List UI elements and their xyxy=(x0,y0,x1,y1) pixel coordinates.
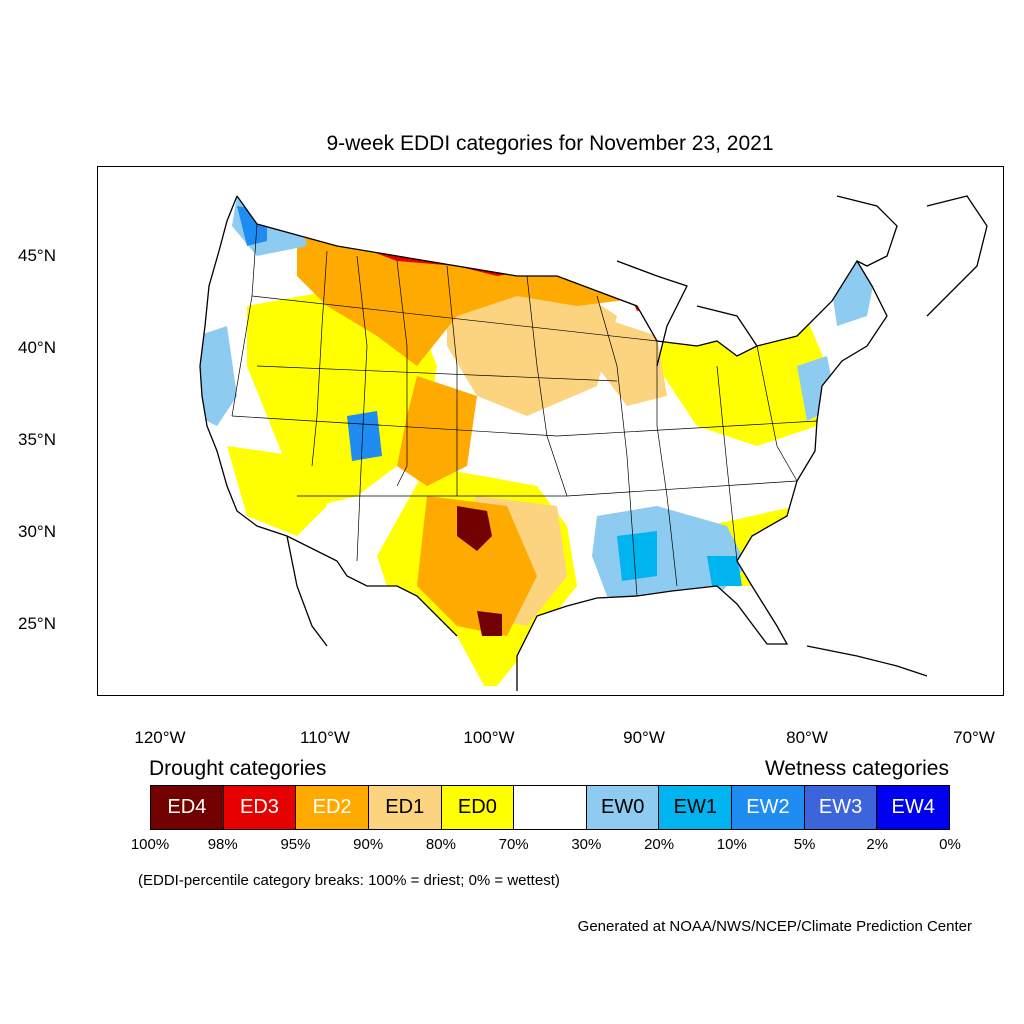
percent-break-label: 80% xyxy=(425,836,456,853)
legend-swatch: EW0 xyxy=(586,786,660,829)
state-borders xyxy=(231,223,818,597)
wetness-heading: Wetness categories xyxy=(764,757,949,780)
percent-break-label: 95% xyxy=(280,836,311,853)
percent-break-label: 98% xyxy=(207,836,238,853)
legend-colorbar: ED4 ED3 ED2 ED1 ED0 EW0 EW1 EW2 EW3 EW4 xyxy=(150,785,950,830)
lat-tick-label: 40°N xyxy=(18,338,56,357)
percent-break-label: 5% xyxy=(793,836,816,853)
lon-tick-label: 100°W xyxy=(463,728,515,747)
legend-swatch xyxy=(514,786,587,829)
lon-tick-label: 90°W xyxy=(623,728,665,747)
percent-break-label: 70% xyxy=(498,836,529,853)
lon-tick-label: 70°W xyxy=(953,728,995,747)
percent-break-label: 90% xyxy=(353,836,384,853)
drought-heading: Drought categories xyxy=(149,757,327,780)
lat-tick-label: 45°N xyxy=(18,246,56,265)
lat-tick-label: 35°N xyxy=(18,430,56,449)
percent-break-label: 20% xyxy=(644,836,675,853)
percent-break-label: 2% xyxy=(866,836,889,853)
map-panel xyxy=(97,166,1004,696)
percent-break-label: 10% xyxy=(716,836,747,853)
legend-swatch: ED4 xyxy=(151,786,224,829)
legend-swatch: EW4 xyxy=(877,786,950,829)
lon-tick-label: 120°W xyxy=(134,728,186,747)
percent-break-label: 30% xyxy=(571,836,602,853)
legend-swatch: ED3 xyxy=(223,786,297,829)
legend-swatch: ED2 xyxy=(296,786,369,829)
percent-break-label: 100% xyxy=(130,836,170,853)
map-title: 9-week EDDI categories for November 23, … xyxy=(326,132,774,155)
category-note: (EDDI-percentile category breaks: 100% =… xyxy=(138,872,560,889)
legend-swatch: ED1 xyxy=(368,786,442,829)
legend-swatch: ED0 xyxy=(441,786,515,829)
credit-line: Generated at NOAA/NWS/NCEP/Climate Predi… xyxy=(577,918,972,935)
lat-tick-label: 25°N xyxy=(18,614,56,633)
lon-tick-label: 80°W xyxy=(786,728,828,747)
lon-tick-label: 110°W xyxy=(300,728,350,747)
lat-tick-label: 30°N xyxy=(18,522,56,541)
legend-swatch: EW1 xyxy=(659,786,733,829)
coastlines xyxy=(199,195,988,691)
legend-swatch: EW2 xyxy=(732,786,805,829)
percent-break-label: 0% xyxy=(939,836,961,853)
legend-swatch: EW3 xyxy=(804,786,878,829)
